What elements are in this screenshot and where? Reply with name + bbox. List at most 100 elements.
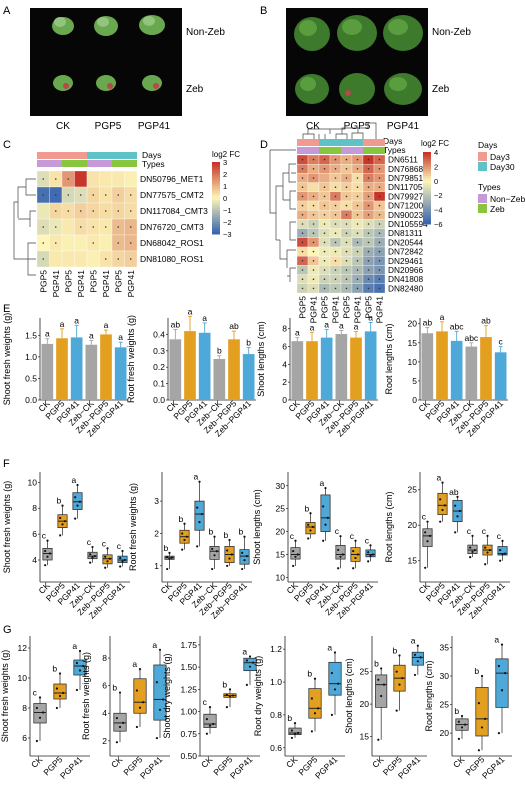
column-label: PGP5 bbox=[364, 296, 374, 319]
data-point bbox=[337, 548, 340, 552]
significance-dot bbox=[42, 242, 45, 244]
days-annotation-cell bbox=[49, 152, 62, 159]
significance-dot bbox=[117, 194, 120, 196]
y-tick-label: 0 bbox=[412, 395, 417, 405]
significance-letter: b bbox=[222, 679, 227, 689]
significance-dot bbox=[79, 210, 82, 212]
box bbox=[209, 546, 220, 560]
y-tick-label: 8 bbox=[282, 324, 287, 334]
data-point bbox=[424, 531, 427, 534]
gene-label: DN20544 bbox=[388, 237, 423, 247]
data-point bbox=[307, 537, 310, 540]
data-point bbox=[155, 681, 158, 684]
significance-dot bbox=[345, 250, 348, 253]
heatmap-c-labels: DN50796_MET1 DN77575_CMT2 DN117084_CMT3 DN7… bbox=[38, 174, 208, 297]
data-point bbox=[398, 654, 401, 657]
significance-letter: c bbox=[33, 688, 38, 698]
column-label: PGP41 bbox=[76, 270, 86, 298]
column-label: PGP5 bbox=[63, 270, 73, 293]
data-point bbox=[484, 546, 487, 549]
gene-label: DN71200 bbox=[388, 201, 423, 211]
data-point bbox=[296, 553, 299, 556]
data-point bbox=[469, 556, 472, 559]
data-point bbox=[439, 520, 442, 523]
legend-gradient-segment bbox=[423, 185, 431, 189]
photo-panel-b: CK PGP5 PGP41 Non-Zeb Zeb bbox=[286, 8, 471, 132]
plant-photo-a-pgp41-nonzeb bbox=[139, 15, 165, 35]
panel-letter-d: D bbox=[260, 139, 268, 151]
significance-dot bbox=[301, 177, 304, 179]
significance-dot bbox=[367, 214, 370, 216]
significance-dot bbox=[54, 242, 57, 244]
legend-gradient-segment bbox=[423, 190, 431, 194]
y-tick-label: 15 bbox=[408, 338, 418, 348]
y-tick-label: 10 bbox=[276, 572, 286, 582]
heatmap-d-legend-title: log2 FC bbox=[421, 139, 449, 148]
data-point bbox=[228, 695, 232, 698]
data-point bbox=[61, 504, 64, 507]
box bbox=[194, 500, 205, 531]
significance-letter: c bbox=[467, 526, 472, 536]
bar bbox=[291, 341, 304, 400]
significance-dot bbox=[345, 287, 348, 290]
panel-letter-g: G bbox=[3, 624, 12, 636]
significance-dot bbox=[104, 258, 107, 260]
column-label: PGP41 bbox=[375, 296, 385, 324]
data-point bbox=[61, 523, 64, 526]
types-annotation-cell bbox=[352, 147, 363, 154]
data-point bbox=[486, 551, 489, 554]
data-point bbox=[426, 540, 429, 543]
data-point bbox=[245, 683, 248, 686]
significance-dot bbox=[378, 158, 381, 161]
legend-tick: 2 bbox=[434, 162, 438, 171]
x-tick-label: CK bbox=[451, 754, 467, 770]
data-point bbox=[443, 504, 446, 507]
data-point bbox=[460, 726, 464, 729]
legend-tick: 1 bbox=[223, 182, 227, 191]
legend-swatch-zeb bbox=[478, 204, 487, 213]
significance-letter: b bbox=[178, 514, 183, 524]
significance-dot bbox=[367, 269, 370, 271]
box bbox=[365, 549, 376, 558]
heatmap-cell bbox=[61, 218, 75, 236]
y-tick-label: 10 bbox=[18, 673, 28, 683]
significance-dot bbox=[129, 258, 132, 260]
significance-dot bbox=[312, 214, 315, 216]
data-point bbox=[456, 515, 459, 518]
significance-letter: a bbox=[104, 320, 109, 330]
significance-dot bbox=[378, 177, 381, 179]
significance-dot bbox=[301, 232, 304, 234]
heatmap-d-types-legend-title: Types bbox=[478, 182, 501, 192]
significance-letter: a bbox=[339, 320, 344, 330]
data-point bbox=[428, 534, 431, 537]
data-point bbox=[215, 550, 218, 553]
significance-letter: ab bbox=[449, 487, 459, 497]
significance-dot bbox=[367, 232, 370, 234]
significance-dot bbox=[367, 158, 370, 161]
significance-letter: a bbox=[411, 636, 416, 646]
data-point bbox=[89, 561, 92, 564]
significance-dot bbox=[312, 287, 315, 290]
heatmap-cell bbox=[74, 170, 88, 188]
types-annotation-cell bbox=[49, 160, 62, 167]
data-point bbox=[503, 552, 506, 555]
significance-dot bbox=[334, 250, 337, 253]
significance-dot bbox=[378, 278, 381, 281]
data-point bbox=[198, 480, 201, 483]
significance-dot bbox=[334, 204, 337, 207]
significance-letter: a bbox=[202, 313, 207, 323]
data-point bbox=[115, 716, 118, 720]
photo-a-label-ck: CK bbox=[56, 121, 70, 132]
heatmap-cell bbox=[318, 173, 331, 183]
significance-letter: a bbox=[188, 306, 193, 316]
significance-dot bbox=[301, 269, 304, 271]
data-point bbox=[121, 549, 124, 553]
heatmap-c-dendrogram bbox=[13, 178, 36, 276]
significance-dot bbox=[42, 194, 45, 196]
significance-dot bbox=[378, 232, 381, 234]
significance-dot bbox=[42, 258, 45, 260]
data-point bbox=[119, 556, 122, 560]
gene-label: DN76868 bbox=[388, 164, 423, 174]
data-point bbox=[367, 551, 370, 554]
